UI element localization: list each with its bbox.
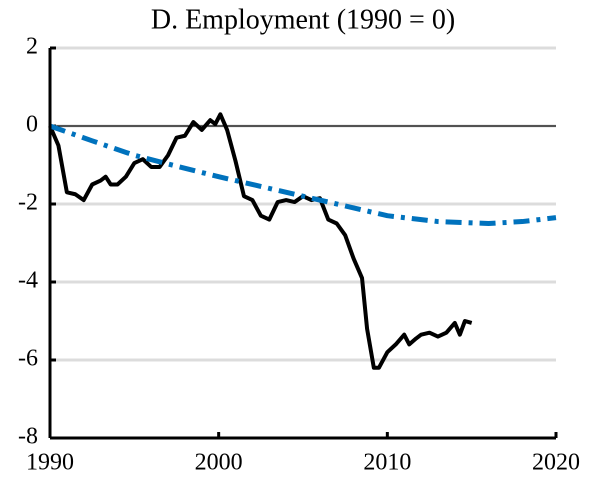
y-tick-label: 0 (26, 112, 38, 138)
y-tick-label: -6 (18, 346, 38, 372)
x-tick-label: 2020 (532, 450, 580, 476)
series-line (49, 123, 557, 226)
x-tick-label: 1990 (26, 450, 74, 476)
y-tick-label: -2 (18, 190, 38, 216)
y-tick-label: -4 (18, 268, 38, 294)
y-tick-label: 2 (26, 34, 38, 60)
x-tick-label: 2000 (195, 450, 243, 476)
series-line (48, 112, 473, 370)
x-tick-label: 2010 (363, 450, 411, 476)
chart-title: D. Employment (1990 = 0) (151, 4, 455, 35)
y-tick-label: -8 (18, 424, 38, 450)
